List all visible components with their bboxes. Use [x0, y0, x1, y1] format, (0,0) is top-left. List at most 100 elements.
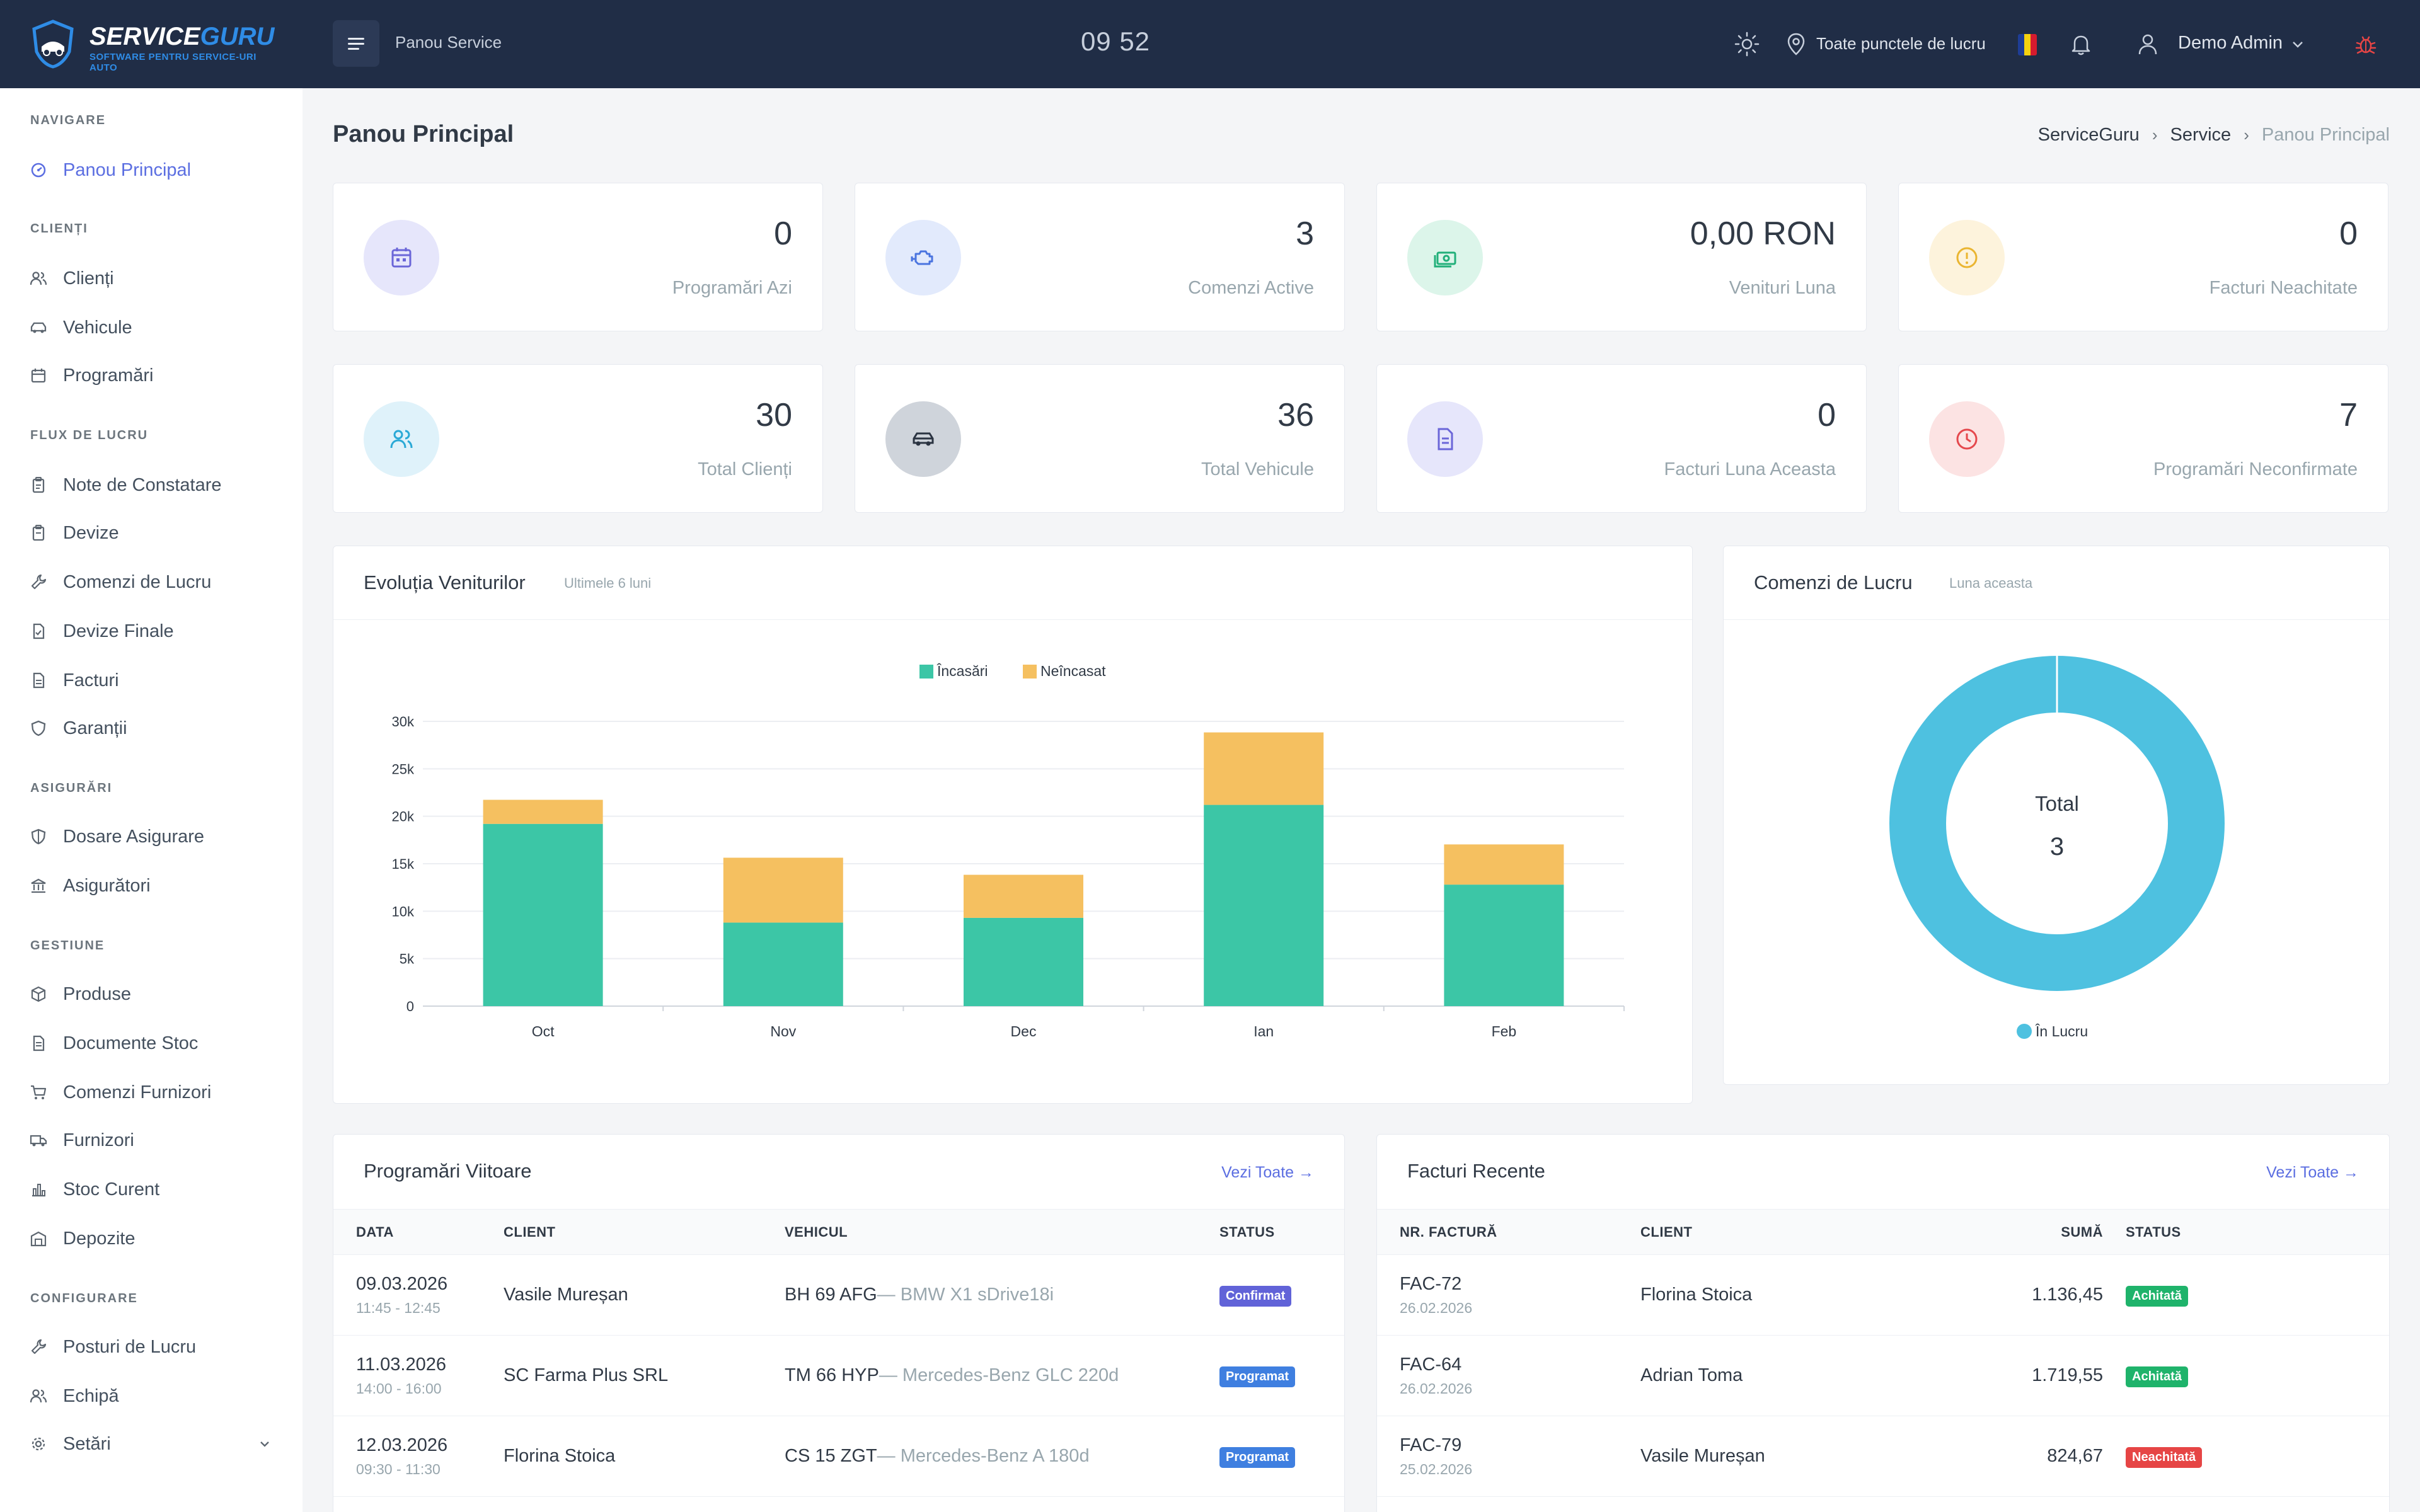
sidebar-item-documente-stoc[interactable]: Documente Stoc: [28, 1026, 280, 1061]
invoice-date: 25.02.2026: [1400, 1460, 1473, 1477]
appointment-client: SC Farma Plus SRL: [481, 1335, 762, 1416]
sidebar-item-note-constatare[interactable]: Note de Constatare: [28, 467, 280, 503]
stat-card-total-vehicule[interactable]: 36 Total Vehicule: [855, 364, 1345, 513]
sidebar-item-stoc-curent[interactable]: Stoc Curent: [28, 1172, 280, 1207]
stat-card-facturi-neachitate[interactable]: 0 Facturi Neachitate: [1898, 183, 2388, 331]
column-header[interactable]: NR. FACTURĂ: [1377, 1209, 1618, 1255]
language-flag-icon[interactable]: [2018, 34, 2037, 55]
legend-label[interactable]: În Lucru: [2035, 1023, 2088, 1040]
legend-swatch: [2017, 1024, 2032, 1039]
sidebar-item-asiguratori[interactable]: Asigurători: [28, 868, 280, 903]
appointment-vehicle: BH 69 AFG— BMW X1 sDrive18i: [762, 1254, 1197, 1336]
bar-segment-neîncasat[interactable]: [1444, 844, 1564, 885]
sidebar-item-garantii[interactable]: Garanții: [28, 711, 280, 746]
bar-segment-încasări[interactable]: [1444, 885, 1564, 1006]
status-badge: Programat: [1219, 1366, 1296, 1387]
legend-label[interactable]: Neîncasat: [1040, 663, 1106, 679]
bar-segment-neîncasat[interactable]: [723, 857, 843, 923]
legend-label[interactable]: Încasări: [936, 663, 988, 679]
bar-chart-icon: [28, 1179, 49, 1200]
column-header[interactable]: SUMĂ: [1971, 1209, 2109, 1255]
invoices-table: NR. FACTURĂ CLIENT SUMĂ STATUS FAC-72 26.…: [1377, 1209, 2389, 1497]
bar-segment-încasări[interactable]: [483, 823, 603, 1006]
sidebar-item-clienti[interactable]: Clienți: [28, 261, 280, 296]
stat-card-facturi-luna[interactable]: 0 Facturi Luna Aceasta: [1376, 364, 1867, 513]
calendar-icon: [364, 220, 439, 295]
column-header[interactable]: CLIENT: [1618, 1209, 1971, 1255]
legend-swatch: [919, 665, 933, 679]
user-icon[interactable]: [2134, 30, 2162, 58]
bar-segment-încasări[interactable]: [1204, 805, 1324, 1006]
stat-card-programari-azi[interactable]: 0 Programări Azi: [333, 183, 823, 331]
bar-segment-încasări[interactable]: [723, 922, 843, 1006]
sidebar-item-echipa[interactable]: Echipă: [28, 1378, 280, 1414]
header-section-title: Panou Service: [395, 33, 502, 52]
column-header[interactable]: STATUS: [2109, 1209, 2389, 1255]
chevron-down-icon[interactable]: [2289, 35, 2307, 53]
column-header[interactable]: VEHICUL: [762, 1209, 1197, 1255]
sidebar-toggle-button[interactable]: [333, 20, 379, 67]
breadcrumb-separator-icon: ›: [2244, 125, 2249, 144]
table-row[interactable]: 09.03.2026 11:45 - 12:45 Vasile Mureșan B…: [333, 1254, 1344, 1336]
stat-card-programari-neconfirmate[interactable]: 7 Programări Neconfirmate: [1898, 364, 2388, 513]
location-pin-icon[interactable]: [1782, 30, 1810, 58]
sidebar-item-setari[interactable]: Setări: [28, 1426, 280, 1462]
table-row[interactable]: 12.03.2026 09:30 - 11:30 Florina Stoica C…: [333, 1416, 1344, 1497]
appointment-client: Florina Stoica: [481, 1416, 762, 1497]
legend-swatch: [1023, 665, 1037, 679]
table-row[interactable]: FAC-64 26.02.2026 Adrian Toma 1.719,55 Ac…: [1377, 1335, 2389, 1416]
workorders-chart-title: Comenzi de Lucru: [1754, 571, 1913, 593]
appointments-view-all-link[interactable]: Vezi Toate →: [1221, 1164, 1314, 1181]
sidebar-item-furnizori[interactable]: Furnizori: [28, 1123, 280, 1158]
sidebar-item-facturi[interactable]: Facturi: [28, 663, 280, 698]
chevron-down-icon[interactable]: [256, 1435, 274, 1453]
column-header[interactable]: DATA: [333, 1209, 481, 1255]
bug-report-icon[interactable]: [2352, 30, 2380, 58]
invoices-view-all-link[interactable]: Vezi Toate →: [2266, 1164, 2359, 1181]
table-row[interactable]: FAC-72 26.02.2026 Florina Stoica 1.136,45…: [1377, 1254, 2389, 1336]
sidebar-item-comenzi-lucru[interactable]: Comenzi de Lucru: [28, 564, 280, 600]
sidebar-item-vehicule[interactable]: Vehicule: [28, 310, 280, 345]
column-header[interactable]: CLIENT: [481, 1209, 762, 1255]
notification-bell-icon[interactable]: [2067, 30, 2095, 58]
sidebar-item-comenzi-furnizori[interactable]: Comenzi Furnizori: [28, 1075, 280, 1110]
user-menu[interactable]: Demo Admin: [2178, 33, 2283, 53]
table-row[interactable]: 11.03.2026 14:00 - 16:00 SC Farma Plus SR…: [333, 1335, 1344, 1416]
sidebar-item-panou-principal[interactable]: Panou Principal: [28, 152, 280, 188]
workorders-chart-subtitle: Luna aceasta: [1949, 575, 2033, 591]
theme-sun-icon[interactable]: [1733, 30, 1761, 58]
table-row[interactable]: FAC-79 25.02.2026 Vasile Mureșan 824,67 N…: [1377, 1416, 2389, 1497]
sidebar-item-dosare-asigurare[interactable]: Dosare Asigurare: [28, 819, 280, 854]
donut-slice[interactable]: [1889, 656, 2225, 991]
breadcrumb-separator-icon: ›: [2152, 125, 2158, 144]
sidebar-item-devize[interactable]: Devize: [28, 515, 280, 551]
invoice-amount: 824,67: [1971, 1416, 2109, 1497]
sidebar-item-depozite[interactable]: Depozite: [28, 1221, 280, 1256]
clipboard-list-icon: [28, 522, 49, 544]
bar-segment-încasări[interactable]: [964, 917, 1083, 1006]
document-icon: [28, 1033, 49, 1054]
dashboard-gauge-icon: [28, 159, 49, 181]
bar-segment-neîncasat[interactable]: [1204, 732, 1324, 805]
y-tick-label: 10k: [392, 903, 415, 919]
sidebar-item-programari[interactable]: Programări: [28, 358, 280, 393]
stat-card-comenzi-active[interactable]: 3 Comenzi Active: [855, 183, 1345, 331]
stat-value: 7: [2339, 397, 2358, 433]
cart-icon: [28, 1082, 49, 1103]
appointment-vehicle: TM 66 HYP— Mercedes-Benz GLC 220d: [762, 1335, 1197, 1416]
sidebar-item-devize-finale[interactable]: Devize Finale: [28, 614, 280, 649]
column-header[interactable]: STATUS: [1197, 1209, 1344, 1255]
sidebar-item-posturi-lucru[interactable]: Posturi de Lucru: [28, 1329, 280, 1365]
stat-card-total-clienti[interactable]: 30 Total Clienți: [333, 364, 823, 513]
bar-segment-neîncasat[interactable]: [964, 874, 1083, 918]
app-logo[interactable]: SERVICEGURU SOFTWARE PENTRU SERVICE-URI …: [30, 19, 282, 73]
breadcrumb-item-home[interactable]: ServiceGuru: [2037, 125, 2140, 145]
sidebar-item-produse[interactable]: Produse: [28, 976, 280, 1012]
stat-card-venituri-luna[interactable]: 0,00 RON Venituri Luna: [1376, 183, 1867, 331]
bar-segment-neîncasat[interactable]: [483, 799, 603, 824]
location-selector[interactable]: Toate punctele de lucru: [1816, 34, 1986, 53]
tools-icon: [28, 1336, 49, 1358]
revenue-bar-chart: Încasări Neîncasat 0 5k 10k 15k 20k 25k 30k Oct No…: [392, 663, 1625, 1040]
y-tick-label: 5k: [400, 951, 415, 967]
breadcrumb-item-service[interactable]: Service: [2170, 125, 2232, 145]
